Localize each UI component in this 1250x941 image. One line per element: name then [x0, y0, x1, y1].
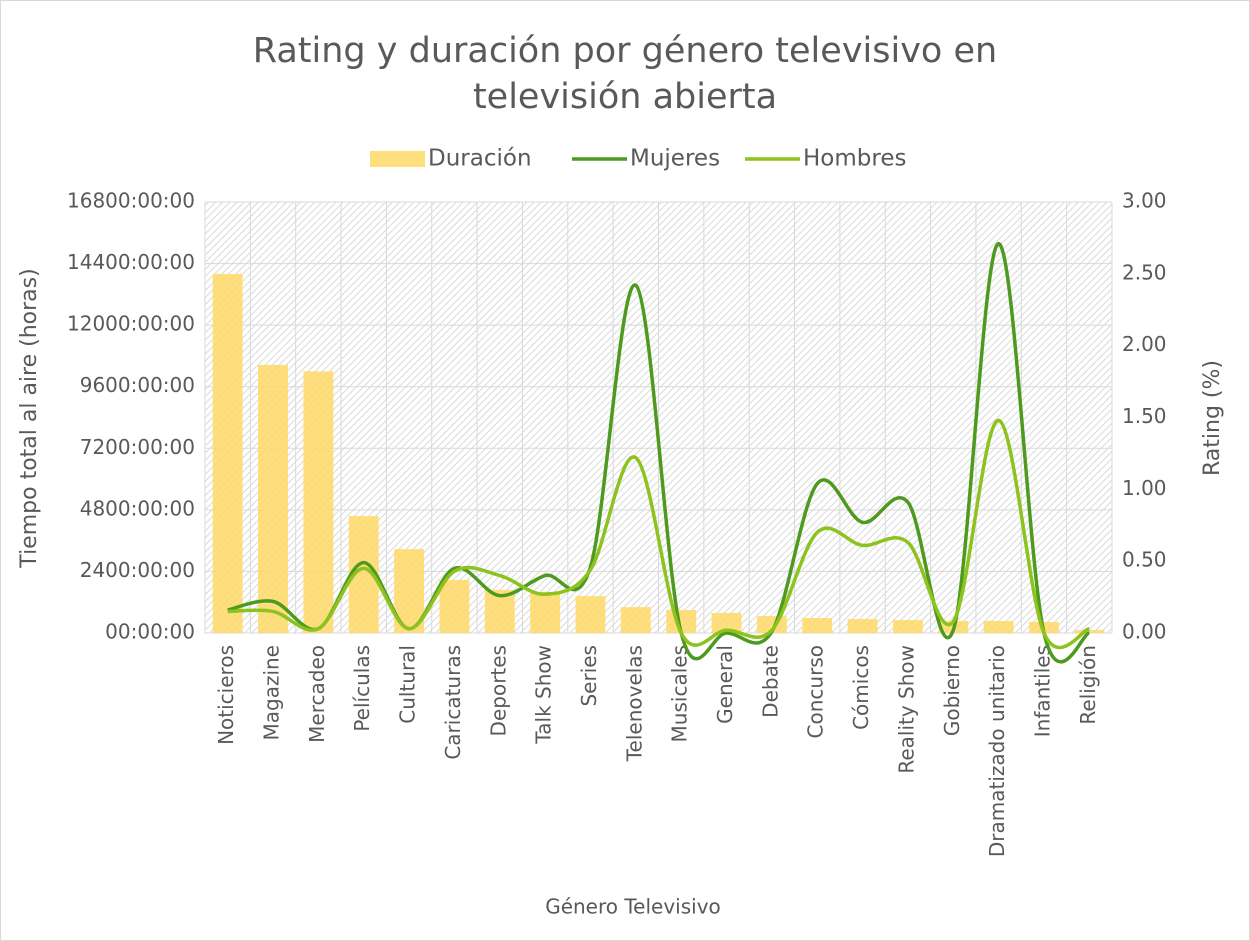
- x-tick-label: Magazine: [260, 645, 284, 741]
- x-tick-label: Telenovelas: [622, 645, 646, 762]
- y2-tick-label: 0.50: [1122, 548, 1167, 572]
- legend-label: Hombres: [803, 146, 906, 172]
- x-tick-label: Cultural: [396, 645, 420, 724]
- bar: [439, 579, 470, 633]
- x-tick-label: Infantiles: [1030, 645, 1054, 737]
- x-tick-label: Reality Show: [894, 645, 918, 774]
- x-tick-label: Debate: [758, 645, 782, 718]
- y-tick-label: 4800:00:00: [80, 496, 195, 520]
- bar: [847, 619, 878, 633]
- bar: [802, 617, 833, 633]
- y-axis-title: Tiempo total al aire (horas): [17, 268, 42, 568]
- x-tick-label: General: [713, 645, 737, 724]
- y-tick-label: 16800:00:00: [67, 189, 195, 213]
- x-tick-label: Talk Show: [532, 645, 556, 745]
- x-axis-title: Género Televisivo: [545, 895, 721, 919]
- y-tick-label: 9600:00:00: [80, 373, 195, 397]
- legend-label: Mujeres: [630, 146, 720, 172]
- legend-label: Duración: [428, 146, 532, 172]
- y2-tick-label: 1.00: [1122, 476, 1167, 500]
- y-tick-label: 7200:00:00: [80, 435, 195, 459]
- bar: [258, 364, 288, 633]
- legend-swatch: [370, 151, 425, 167]
- bar: [711, 612, 742, 633]
- y-tick-label: 00:00:00: [105, 620, 195, 644]
- bar: [303, 371, 334, 633]
- y2-tick-label: 1.50: [1122, 404, 1167, 428]
- y2-tick-label: 2.50: [1122, 260, 1167, 284]
- bar: [892, 620, 923, 633]
- x-tick-label: Religión: [1076, 645, 1100, 725]
- chart-title: Rating y duración por género televisivo …: [252, 31, 998, 117]
- x-tick-label: Caricaturas: [441, 645, 465, 760]
- y2-tick-label: 2.00: [1122, 332, 1167, 356]
- bar: [575, 596, 606, 633]
- x-tick-label: Mercadeo: [305, 645, 329, 743]
- y-tick-label: 14400:00:00: [67, 250, 195, 274]
- y2-axis-title: Rating (%): [1200, 360, 1225, 476]
- bar: [212, 273, 243, 633]
- y-tick-label: 12000:00:00: [67, 312, 195, 336]
- x-tick-label: Musicales: [668, 645, 692, 742]
- y2-tick-label: 0.00: [1122, 620, 1167, 644]
- line: [227, 418, 1091, 650]
- bar: [530, 591, 561, 633]
- y2-tick-label: 3.00: [1122, 189, 1167, 213]
- x-tick-label: Gobierno: [940, 645, 964, 736]
- x-tick-label: Series: [577, 645, 601, 707]
- y-tick-label: 2400:00:00: [80, 558, 195, 582]
- x-tick-label: Cómicos: [849, 645, 873, 730]
- x-tick-label: Deportes: [486, 645, 510, 736]
- x-tick-label: Noticieros: [214, 645, 238, 745]
- x-tick-label: Películas: [350, 645, 374, 732]
- bar: [620, 607, 651, 633]
- x-tick-label: Concurso: [804, 645, 828, 738]
- x-tick-label: Dramatizado unitario: [985, 645, 1009, 857]
- bar: [983, 620, 1014, 633]
